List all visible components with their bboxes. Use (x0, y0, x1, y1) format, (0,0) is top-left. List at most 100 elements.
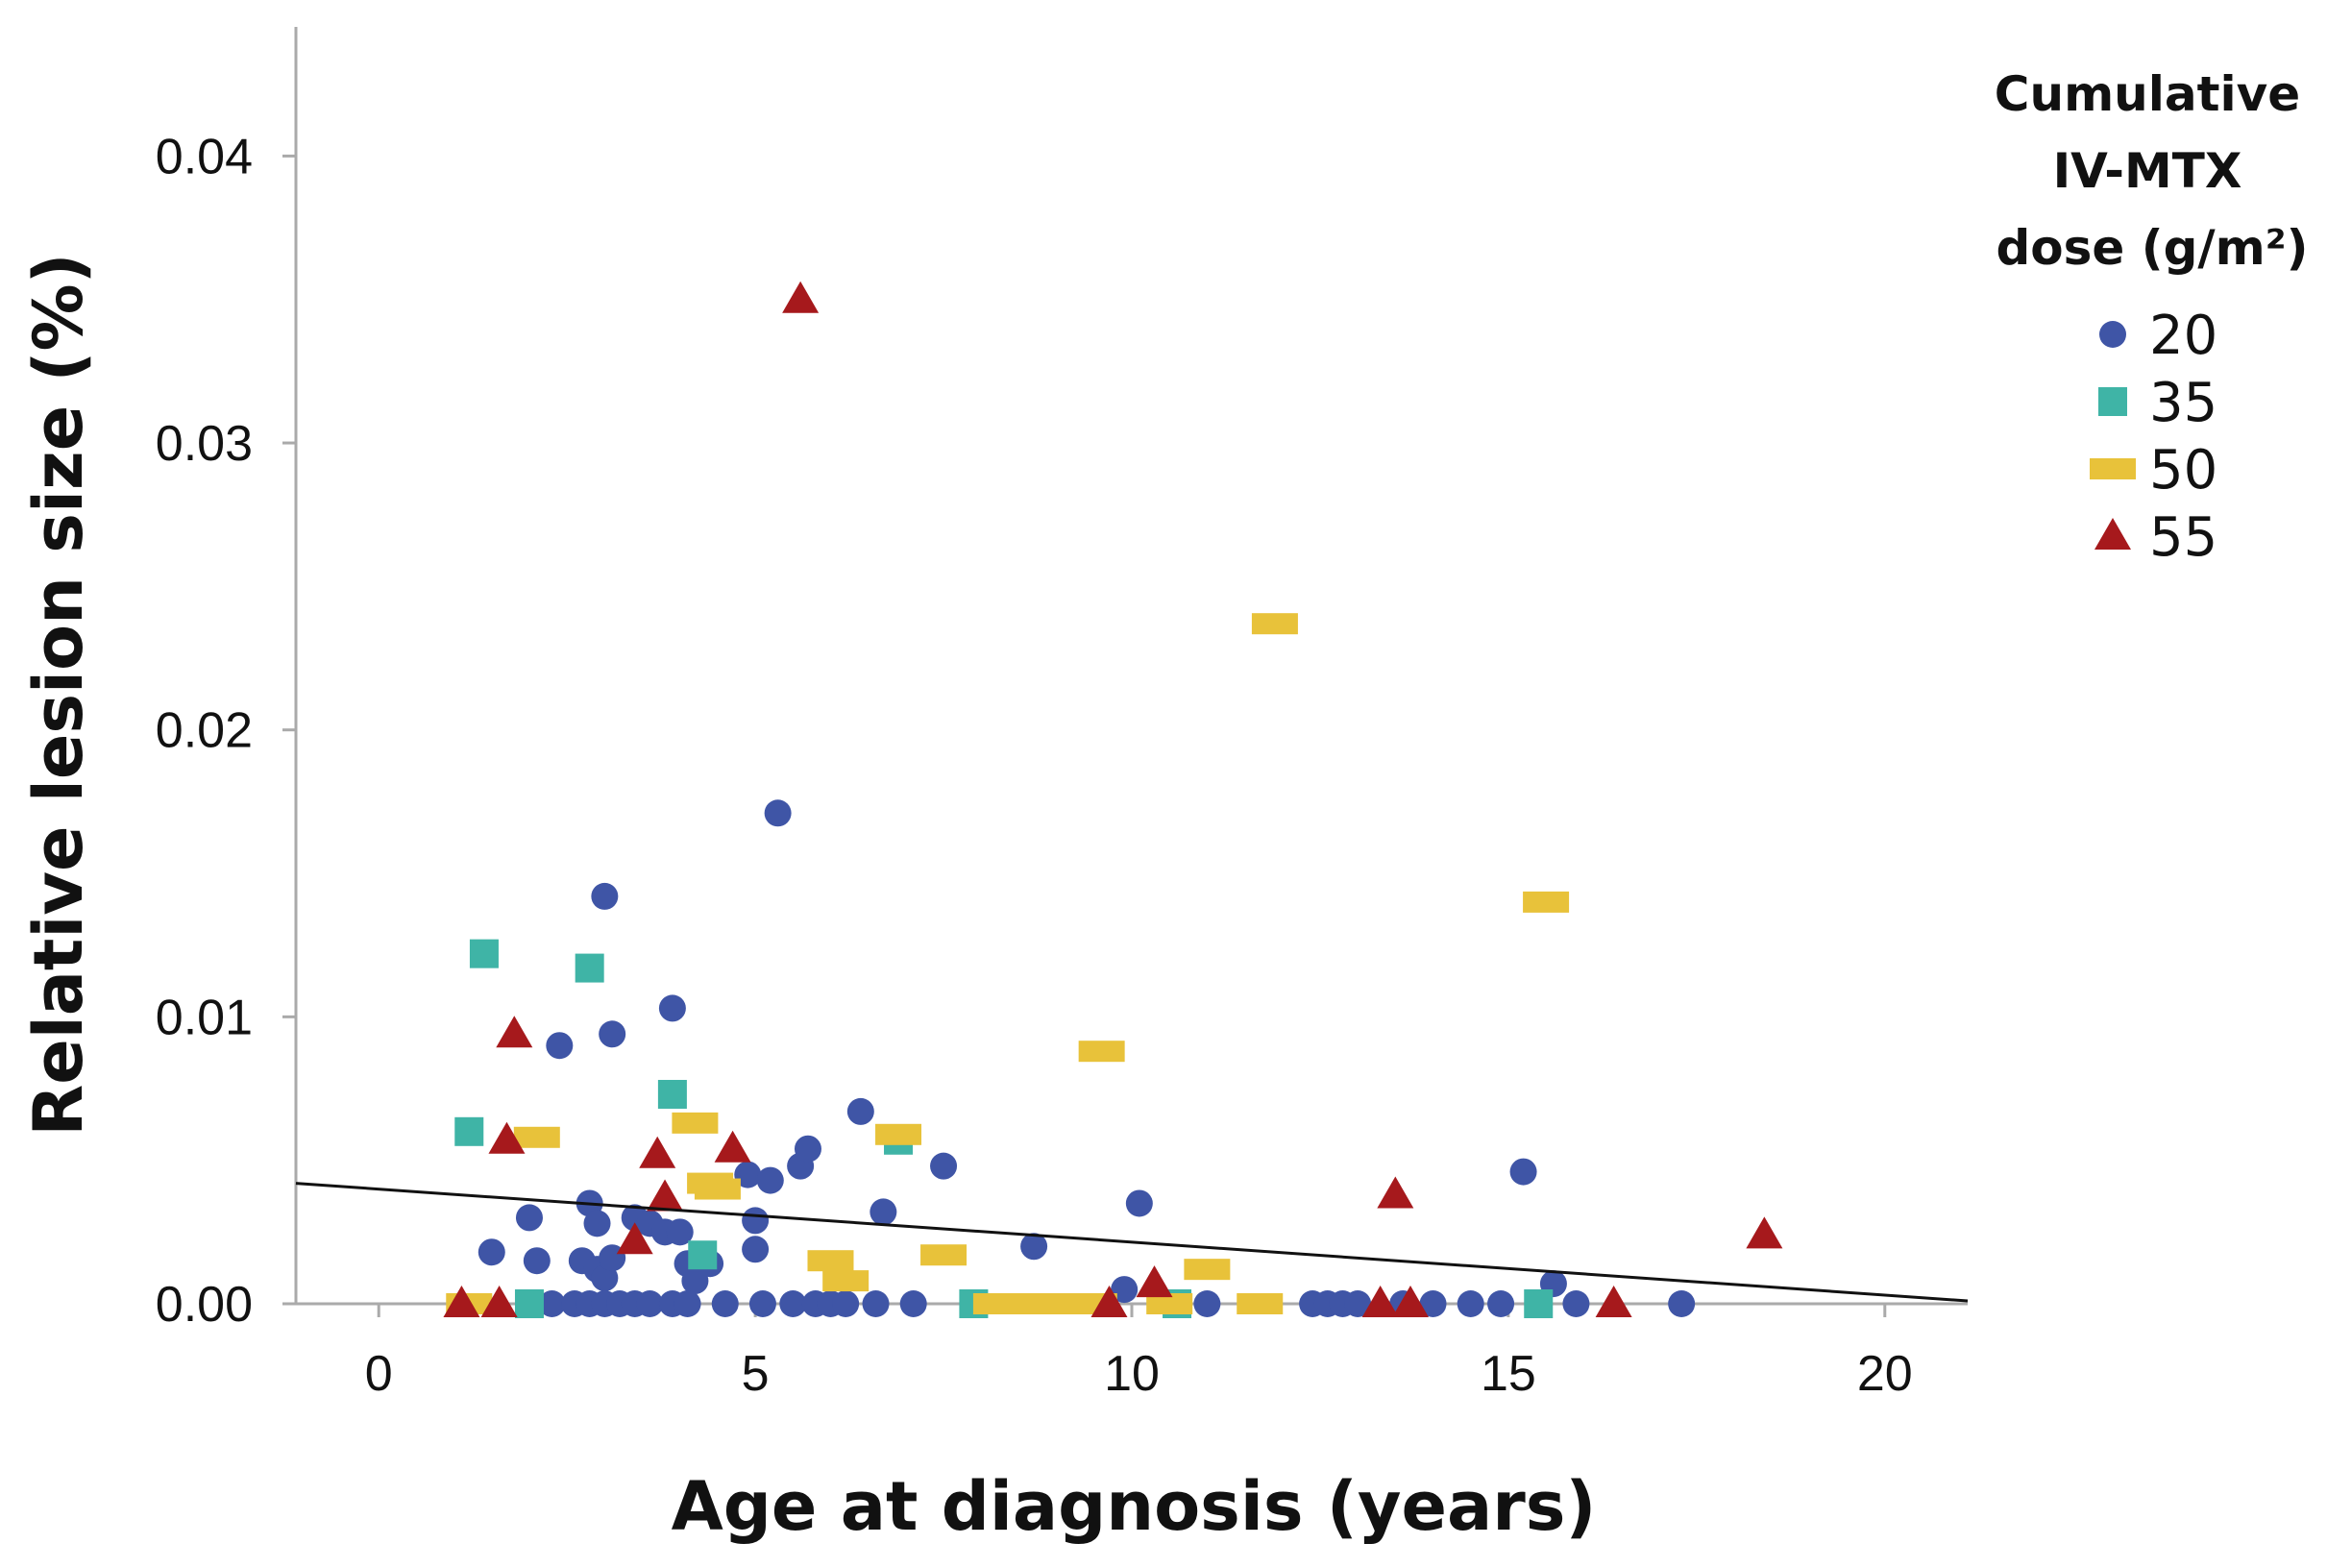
x-tick-label: 5 (742, 1346, 770, 1402)
data-point (1595, 1286, 1632, 1317)
data-point (779, 1290, 807, 1317)
data-point (454, 1116, 484, 1146)
legend-label: 20 (2149, 305, 2217, 367)
y-tick-label: 0.02 (156, 703, 253, 759)
x-tick-label: 10 (1104, 1346, 1160, 1402)
data-point (1377, 1176, 1414, 1209)
data-point (639, 1136, 676, 1168)
data-point (862, 1290, 890, 1317)
data-point (782, 281, 820, 313)
data-point (658, 994, 686, 1022)
data-point (694, 1178, 741, 1200)
legend-title-line-2: IV-MTX (2053, 143, 2242, 199)
data-point (616, 1222, 653, 1255)
data-point (496, 1016, 533, 1048)
data-point (591, 882, 619, 910)
data-point (599, 1020, 626, 1048)
legend-label: 50 (2149, 439, 2217, 502)
data-point (1746, 1216, 1783, 1249)
data-point (674, 1290, 701, 1317)
x-axis-title: Age at diagnosis (years) (672, 1467, 1597, 1546)
data-point (1125, 1189, 1153, 1217)
trendline-group (295, 1182, 1969, 1303)
data-point (538, 1290, 566, 1317)
data-point (1523, 891, 1570, 913)
data-point (711, 1290, 739, 1317)
series-20 (478, 799, 1696, 1317)
tick-labels: 0.00 0.01 0.02 0.03 0.04 0 5 10 15 20 (156, 129, 1913, 1402)
data-point (647, 1179, 684, 1212)
y-tick-label: 0.01 (156, 990, 253, 1045)
data-point (870, 1198, 897, 1226)
data-point (1090, 1286, 1128, 1317)
data-point (1509, 1158, 1537, 1186)
data-point (1251, 613, 1298, 635)
data-point (657, 1079, 687, 1109)
data-points (443, 281, 1783, 1318)
data-point (1111, 1276, 1139, 1304)
data-point (822, 1270, 870, 1292)
legend-label: 35 (2149, 372, 2217, 434)
data-point (583, 1210, 611, 1237)
data-point (920, 1244, 968, 1266)
data-point (1237, 1293, 1284, 1314)
data-point (469, 939, 499, 968)
data-point (575, 953, 604, 983)
data-point (546, 1032, 574, 1060)
x-tick-label: 20 (1857, 1346, 1913, 1402)
data-point (1136, 1265, 1173, 1298)
legend-entry-35: 35 (2098, 372, 2217, 434)
data-point (488, 1121, 526, 1154)
y-tick-label: 0.04 (156, 129, 253, 184)
data-point (514, 1289, 544, 1318)
data-point (742, 1207, 770, 1235)
data-point (1524, 1289, 1554, 1318)
data-point (478, 1238, 505, 1266)
data-point (794, 1135, 821, 1163)
data-point (1078, 1041, 1125, 1063)
x-tick-label: 0 (365, 1346, 393, 1402)
data-point (515, 1204, 543, 1232)
data-point (1146, 1293, 1193, 1314)
data-point (832, 1290, 860, 1317)
data-point (764, 799, 792, 827)
data-point (1020, 1233, 1048, 1261)
data-point (1668, 1290, 1696, 1317)
legend-title-line-1: Cumulative (1995, 66, 2300, 122)
data-point (688, 1240, 718, 1270)
data-point (480, 1286, 518, 1317)
data-point (714, 1130, 751, 1163)
legend-marker (2099, 321, 2126, 348)
legend-entry-20: 20 (2099, 305, 2217, 367)
trendline (295, 1182, 1969, 1303)
series-55 (443, 281, 1783, 1317)
data-point (1392, 1286, 1429, 1317)
legend-title-line-3: dose (g/m²) (1996, 220, 2309, 276)
legend-marker (2098, 387, 2127, 416)
data-point (807, 1250, 854, 1272)
legend-marker (2090, 458, 2136, 479)
data-point (443, 1286, 480, 1317)
data-point (1344, 1290, 1372, 1317)
data-point (1003, 1293, 1050, 1314)
data-point (513, 1126, 560, 1148)
legend-label: 55 (2149, 506, 2217, 569)
y-tick-label: 0.00 (156, 1277, 253, 1333)
data-point (1361, 1286, 1399, 1317)
data-point (756, 1166, 784, 1194)
data-point (734, 1161, 762, 1188)
data-point (666, 1218, 694, 1246)
series-50 (446, 613, 1570, 1314)
x-tick-label: 15 (1481, 1346, 1536, 1402)
legend-entry-55: 55 (2094, 506, 2217, 569)
data-point (1562, 1290, 1590, 1317)
y-axis-title: Relative lesion size (%) (19, 253, 98, 1136)
data-point (899, 1290, 927, 1317)
data-point (1487, 1290, 1515, 1317)
data-point (1457, 1290, 1484, 1317)
legend-entry-50: 50 (2090, 439, 2217, 502)
data-point (875, 1123, 922, 1145)
axes (282, 27, 1968, 1317)
data-point (636, 1290, 664, 1317)
